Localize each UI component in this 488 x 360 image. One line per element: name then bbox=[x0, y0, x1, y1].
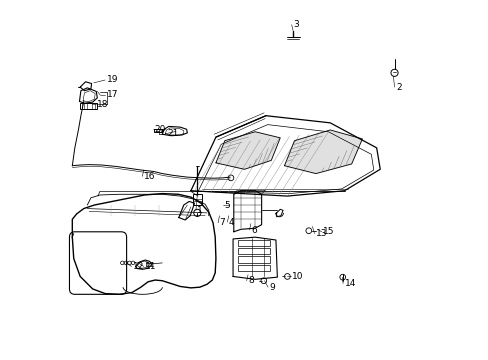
Text: 17: 17 bbox=[106, 90, 118, 99]
Text: 7: 7 bbox=[219, 219, 225, 228]
Text: 19: 19 bbox=[106, 76, 118, 85]
Text: 6: 6 bbox=[250, 225, 256, 234]
Text: 14: 14 bbox=[344, 279, 355, 288]
Bar bbox=[238, 240, 270, 246]
Bar bbox=[238, 248, 270, 254]
Bar bbox=[192, 194, 202, 205]
Text: 16: 16 bbox=[143, 172, 155, 181]
Polygon shape bbox=[284, 130, 362, 174]
Bar bbox=[80, 103, 97, 109]
Text: 12: 12 bbox=[133, 262, 144, 271]
Text: 2: 2 bbox=[395, 83, 401, 92]
Text: 4: 4 bbox=[228, 218, 234, 227]
Text: 8: 8 bbox=[247, 276, 253, 285]
Text: 20: 20 bbox=[154, 125, 165, 134]
Bar bbox=[238, 265, 270, 271]
Text: 3: 3 bbox=[292, 20, 298, 29]
Text: 11: 11 bbox=[145, 262, 156, 271]
Text: 13: 13 bbox=[315, 229, 327, 238]
Text: 10: 10 bbox=[292, 272, 303, 281]
Polygon shape bbox=[216, 132, 280, 169]
Text: 9: 9 bbox=[269, 283, 275, 292]
Text: 21: 21 bbox=[167, 129, 179, 138]
Text: 5: 5 bbox=[224, 201, 230, 210]
Text: 15: 15 bbox=[323, 227, 334, 236]
Text: 18: 18 bbox=[97, 100, 109, 109]
Bar bbox=[238, 256, 270, 263]
Text: 1: 1 bbox=[197, 206, 203, 215]
Bar bbox=[154, 129, 162, 132]
